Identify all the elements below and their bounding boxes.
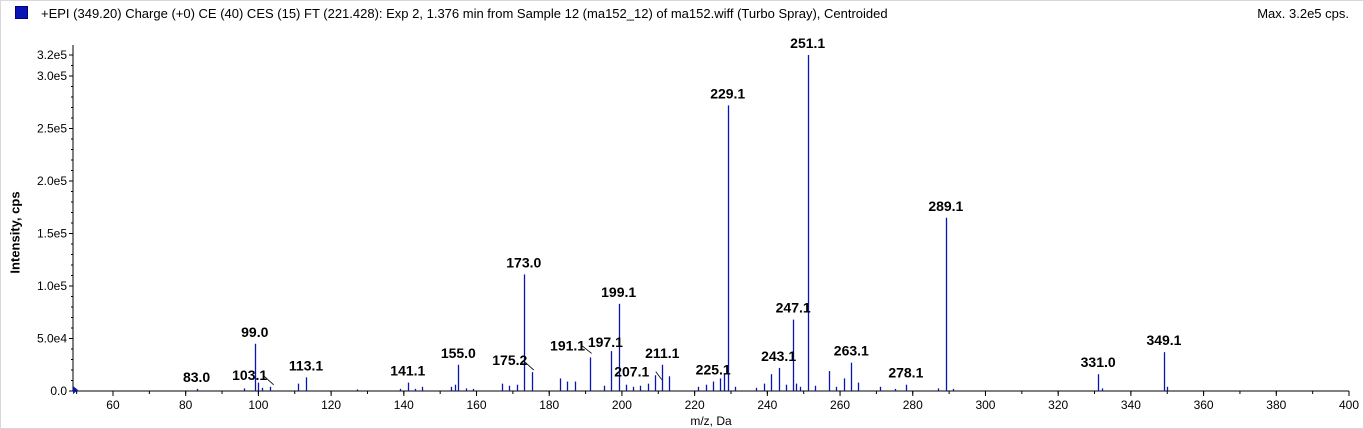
peak-label: 113.1 [289,357,323,373]
peak-label: 225.1 [696,362,731,378]
x-tick-label: 180 [539,398,559,412]
peak-label: 331.0 [1081,354,1116,370]
peak-label-leader [655,371,663,380]
x-tick-label: 360 [1194,398,1214,412]
peak-label: 175.2 [492,352,527,368]
peak-labels-layer: 83.0 99.0 103.1 113.1 141.1 155.0 173.0 175.2 19… [183,35,1182,386]
peak-label-leader [263,375,274,386]
y-tick-label: 3.0e5 [37,69,67,83]
y-tick-label: 1.0e5 [37,279,67,293]
peak-label: 155.0 [441,345,476,361]
x-tick-label: 380 [1266,398,1286,412]
peak-label: 243.1 [761,348,796,364]
peak-label: 191.1 [550,337,585,353]
spectrum-title: +EPI (349.20) Charge (+0) CE (40) CES (1… [41,6,888,21]
x-tick-label: 80 [179,398,193,412]
x-tick-label: 100 [248,398,268,412]
x-tick-label: 320 [1048,398,1068,412]
peak-label: 199.1 [601,284,636,300]
y-tick-label: 5.0e4 [37,332,67,346]
peak-label: 349.1 [1146,332,1181,348]
x-tick-label: 60 [106,398,120,412]
x-tick-label: 200 [612,398,632,412]
peaks-layer [196,55,1169,391]
x-tick-label: 280 [903,398,923,412]
peak-label: 263.1 [834,343,869,359]
series-legend-swatch[interactable] [15,6,28,19]
y-tick-label: 2.5e5 [37,122,67,136]
peak-label: 207.1 [614,364,649,380]
x-tick-label: 260 [830,398,850,412]
peak-label: 211.1 [645,345,679,361]
x-tick-label: 220 [685,398,705,412]
peak-label: 83.0 [183,369,210,385]
peak-label: 247.1 [776,300,811,316]
peak-label: 229.1 [710,85,745,101]
peak-label: 173.0 [506,254,541,270]
max-intensity-label: Max. 3.2e5 cps. [1257,6,1349,21]
y-tick-label: 0.0 [50,384,67,398]
x-tick-label: 340 [1121,398,1141,412]
x-tick-label: 160 [467,398,487,412]
peak-label-leader [581,345,592,354]
x-axis-title: m/z, Da [690,414,732,428]
peak-label: 197.1 [588,334,623,350]
x-tick-label: 400 [1339,398,1359,412]
y-tick-label: 2.0e5 [37,174,67,188]
y-tick-label: 1.5e5 [37,227,67,241]
peak-label-leader [523,360,535,371]
peak-label: 99.0 [241,324,268,340]
x-tick-label: 140 [394,398,414,412]
peak-label: 141.1 [390,363,425,379]
peak-label: 278.1 [888,365,923,381]
x-tick-label: 240 [757,398,777,412]
peak-label: 289.1 [928,198,963,214]
peak-label: 251.1 [790,35,825,51]
x-tick-label: 120 [321,398,341,412]
y-tick-label: 3.2e5 [37,48,67,62]
peak-label: 103.1 [232,367,267,383]
x-tick-label: 300 [975,398,995,412]
origin-marker-icon [73,386,78,394]
axes: 0.0 5.0e4 1.0e5 1.5e5 2.0e5 2.5e5 3.0e5 3.2e5 60… [37,45,1359,412]
header-bar: +EPI (349.20) Charge (+0) CE (40) CES (1… [1,1,1363,25]
